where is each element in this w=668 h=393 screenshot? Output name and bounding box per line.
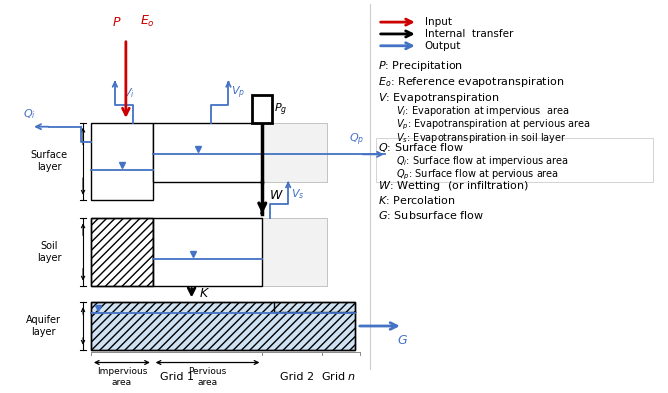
Text: $V_i$: $V_i$ [123,86,134,100]
Text: $W$: Wetting  (or infiltration): $W$: Wetting (or infiltration) [378,179,529,193]
Text: Impervious
area: Impervious area [97,367,147,387]
Text: $E_o$: Reference evapotranspiration: $E_o$: Reference evapotranspiration [378,75,564,89]
Bar [91,302,355,350]
Text: Output: Output [425,41,461,51]
Text: $P$: Precipitation: $P$: Precipitation [378,59,463,73]
Text: $Q_i$: Surface flow at impervious area: $Q_i$: Surface flow at impervious area [395,154,568,168]
Bar [253,95,273,123]
Text: $V_i$: Evaporation at impervious  area: $V_i$: Evaporation at impervious area [395,105,569,118]
Bar [91,219,153,286]
Bar [376,138,653,182]
Text: Grid 2: Grid 2 [280,372,314,382]
Bar [91,302,355,350]
Text: Surface
layer: Surface layer [31,151,67,172]
Text: $Q_p$: Surface flow at pervious area: $Q_p$: Surface flow at pervious area [395,167,559,182]
Text: Input: Input [425,17,452,27]
Bar [153,123,263,182]
Text: $Q_p$: $Q_p$ [349,132,365,149]
Text: Grid $n$: Grid $n$ [321,370,356,382]
Bar [91,219,153,286]
Bar [263,123,327,182]
Text: $G$: $G$ [397,334,408,347]
Text: Internal  transfer: Internal transfer [425,29,513,39]
Text: Pervious
area: Pervious area [188,367,226,387]
Text: $V_p$: Evapotranspiration at pervious area: $V_p$: Evapotranspiration at pervious ar… [395,118,591,132]
Text: $V$: Evapotranspiration: $V$: Evapotranspiration [378,91,500,105]
Text: $K$: $K$ [198,287,210,300]
Text: $K$: Percolation: $K$: Percolation [378,195,456,206]
Text: $Q$: Surface flow: $Q$: Surface flow [378,141,464,154]
Text: Aquifer
layer: Aquifer layer [25,315,61,337]
Text: $V_p$: $V_p$ [231,85,246,101]
Text: $G$: Subsurface flow: $G$: Subsurface flow [378,209,484,221]
Text: $P_g$: $P_g$ [275,102,288,118]
Text: $E_o$: $E_o$ [140,14,155,29]
Text: Soil
layer: Soil layer [37,241,61,263]
Bar [263,219,327,286]
Text: $Q_i$: $Q_i$ [23,107,35,121]
Text: $W$: $W$ [269,189,284,202]
Text: $P$: $P$ [112,16,122,29]
Bar [153,219,263,286]
Text: $V_s$: $V_s$ [291,187,305,201]
Bar [91,123,153,200]
Text: Grid 1: Grid 1 [160,372,194,382]
Text: $V_s$: Evapotranspiration in soil layer: $V_s$: Evapotranspiration in soil layer [395,131,566,145]
